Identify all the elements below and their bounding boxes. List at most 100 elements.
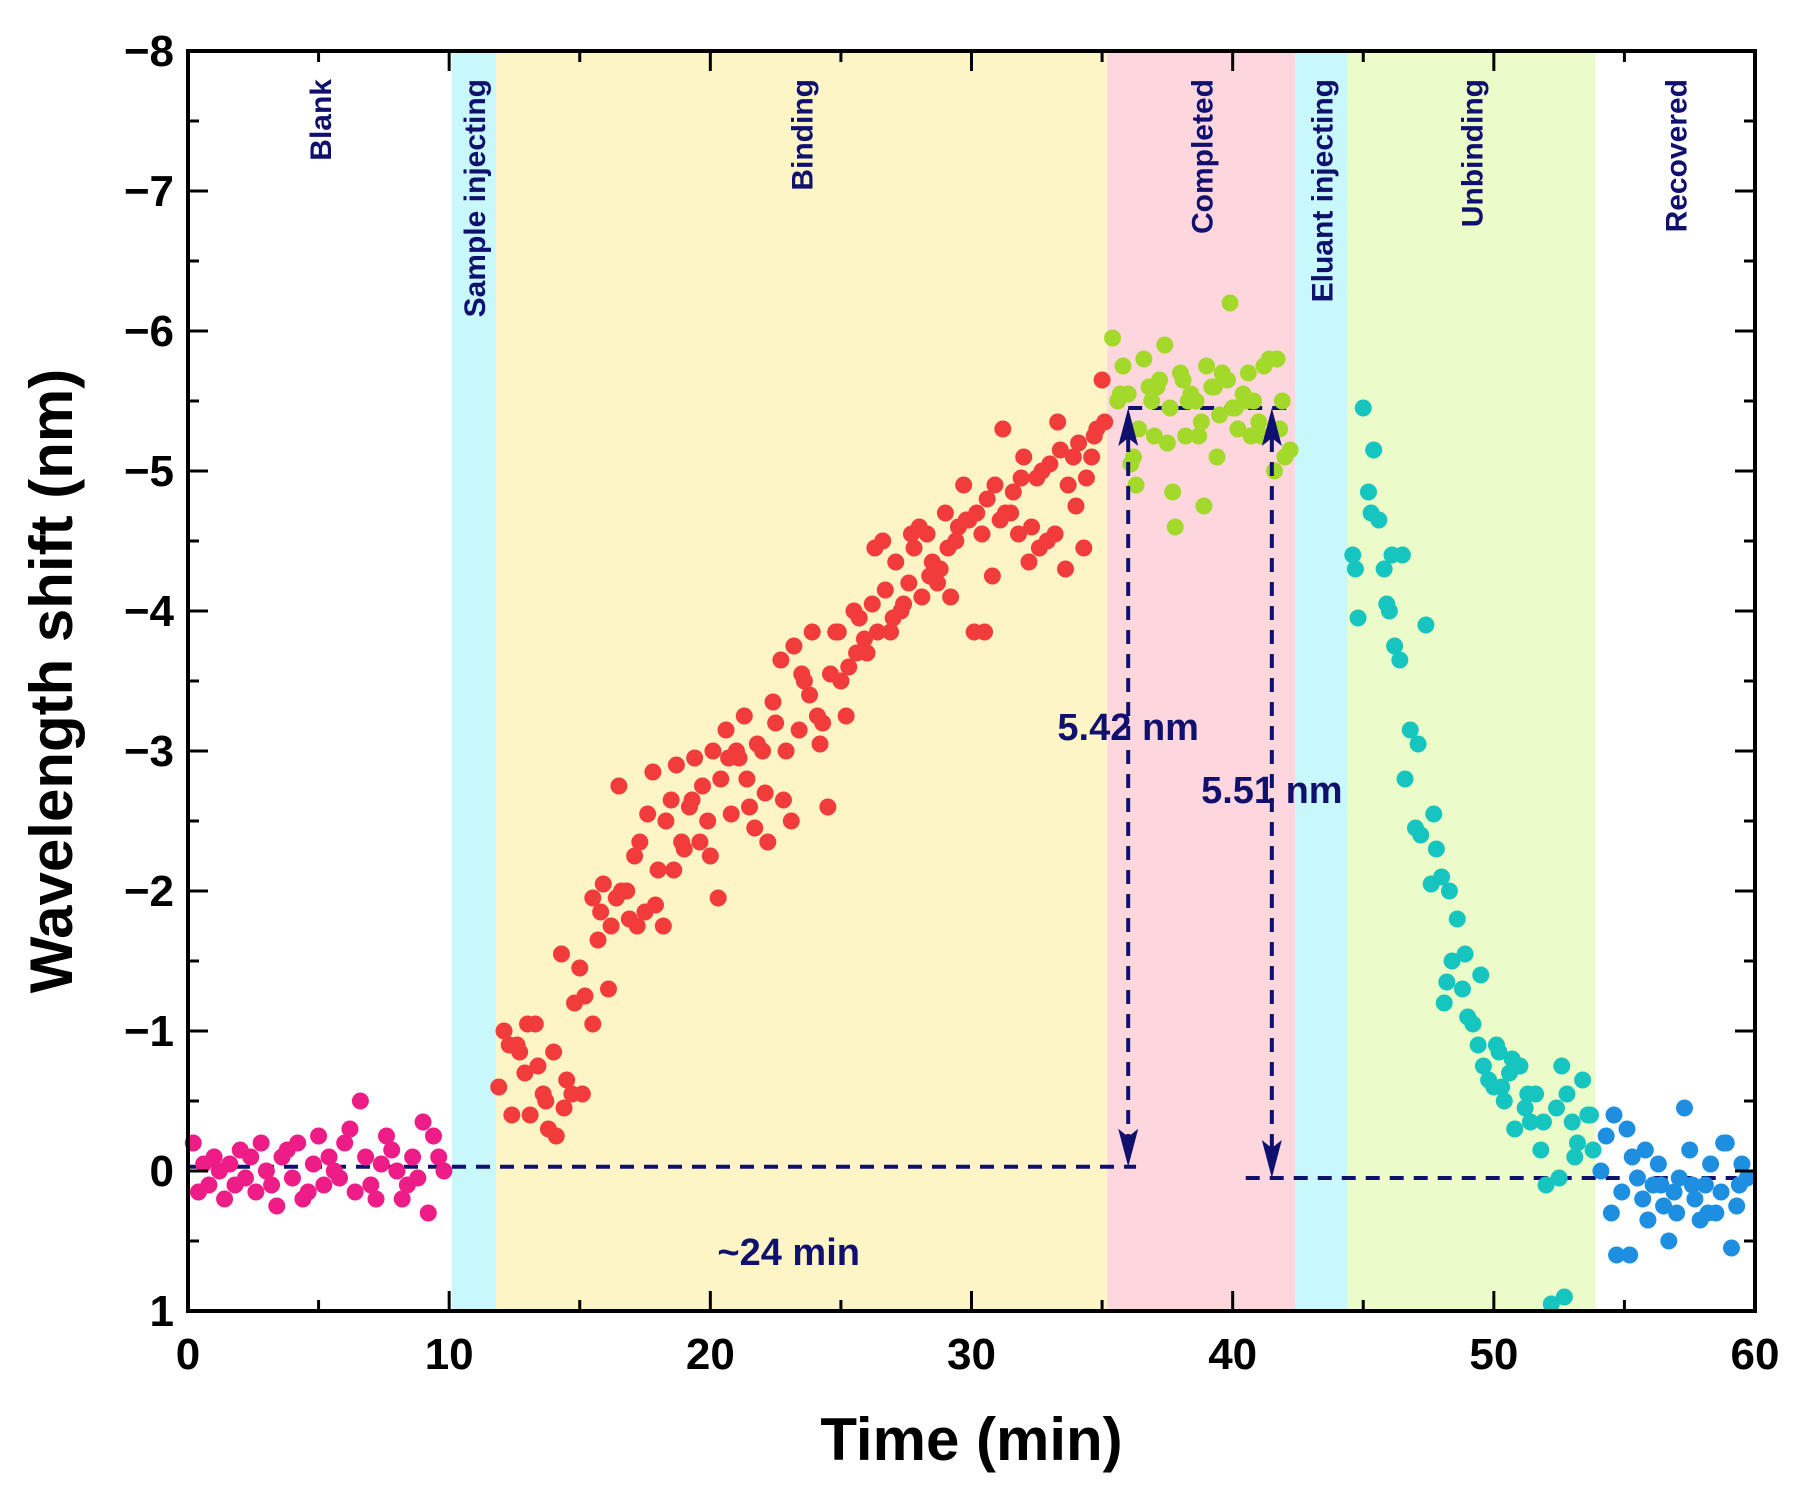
point-unbinding: [1472, 966, 1490, 984]
point-binding: [814, 714, 832, 732]
point-unbinding: [1581, 1106, 1599, 1124]
point-binding: [955, 476, 973, 494]
point-unbinding: [1401, 721, 1419, 739]
point-blank: [330, 1169, 348, 1187]
point-binding: [905, 539, 923, 557]
point-binding: [1077, 469, 1095, 487]
point-binding: [511, 1043, 529, 1061]
point-unbinding: [1349, 609, 1367, 627]
point-completed: [1166, 518, 1184, 536]
point-recovered: [1618, 1120, 1636, 1138]
y-tick-label: 1: [150, 1287, 174, 1336]
point-binding: [965, 623, 983, 641]
point-completed: [1226, 399, 1244, 417]
x-tick-label: 60: [1731, 1330, 1780, 1379]
arrow-head-down: [1118, 1128, 1139, 1167]
point-completed: [1145, 427, 1163, 445]
point-recovered: [1670, 1169, 1688, 1187]
point-binding: [649, 861, 667, 879]
point-binding: [1083, 448, 1101, 466]
arrow-5-51-nm: [1261, 408, 1282, 1178]
point-binding: [594, 875, 612, 893]
point-recovered: [1699, 1204, 1717, 1222]
point-blank: [424, 1127, 442, 1145]
point-binding: [829, 623, 847, 641]
axes: 0 10 20 30 40 50 60−8−7−6−5−4−3−2−101: [124, 27, 1780, 1379]
point-recovered: [1649, 1155, 1667, 1173]
point-binding: [709, 889, 727, 907]
point-binding: [811, 735, 829, 753]
point-binding: [790, 721, 808, 739]
point-unbinding: [1386, 637, 1404, 655]
point-binding: [566, 994, 584, 1012]
point-unbinding: [1542, 1295, 1560, 1313]
point-binding: [936, 504, 954, 522]
point-binding: [863, 595, 881, 613]
point-unbinding: [1495, 1092, 1513, 1110]
point-completed: [1273, 392, 1291, 410]
point-unbinding: [1412, 826, 1430, 844]
point-recovered: [1602, 1204, 1620, 1222]
point-unbinding: [1435, 994, 1453, 1012]
point-completed: [1156, 336, 1174, 354]
point-recovered: [1733, 1155, 1751, 1173]
point-recovered: [1623, 1148, 1641, 1166]
series-binding: [490, 371, 1114, 1145]
point-binding: [754, 742, 772, 760]
shift-arrows: [1118, 408, 1282, 1178]
point-completed: [1135, 350, 1153, 368]
annotation-24-min: ~24 min: [717, 1232, 860, 1274]
point-binding: [1041, 455, 1059, 473]
region-completed: [1107, 51, 1296, 1311]
point-unbinding: [1427, 840, 1445, 858]
point-completed: [1205, 378, 1223, 396]
point-completed: [1229, 420, 1247, 438]
point-blank: [404, 1148, 422, 1166]
series-unbinding: [1344, 399, 1602, 1313]
point-blank: [393, 1190, 411, 1208]
point-binding: [772, 651, 790, 669]
point-blank: [336, 1134, 354, 1152]
region-sample-injecting: [451, 51, 497, 1311]
point-unbinding: [1558, 1085, 1576, 1103]
point-binding: [490, 1078, 508, 1096]
point-unbinding: [1493, 1078, 1511, 1096]
point-completed: [1127, 476, 1145, 494]
y-tick-label: 0: [150, 1147, 174, 1196]
data-points: [184, 294, 1756, 1313]
point-unbinding: [1469, 1036, 1487, 1054]
point-binding: [746, 819, 764, 837]
point-completed: [1104, 329, 1122, 347]
point-recovered: [1696, 1176, 1714, 1194]
point-unbinding: [1359, 483, 1377, 501]
point-binding: [978, 490, 996, 508]
point-blank: [388, 1162, 406, 1180]
point-binding: [529, 1057, 547, 1075]
point-blank: [320, 1148, 338, 1166]
point-binding: [519, 1015, 537, 1033]
point-binding: [840, 658, 858, 676]
y-tick-label: −2: [124, 867, 174, 916]
point-completed: [1192, 413, 1210, 431]
point-unbinding: [1506, 1120, 1524, 1138]
point-recovered: [1660, 1232, 1678, 1250]
point-recovered: [1715, 1134, 1733, 1152]
point-unbinding: [1409, 735, 1427, 753]
point-binding: [1049, 413, 1067, 431]
point-binding: [741, 798, 759, 816]
point-binding: [777, 742, 795, 760]
point-completed: [1177, 427, 1195, 445]
x-tick-label: 40: [1208, 1330, 1257, 1379]
point-blank: [242, 1148, 260, 1166]
point-completed: [1268, 350, 1286, 368]
point-blank: [205, 1148, 223, 1166]
point-recovered: [1665, 1183, 1683, 1201]
annotation-5-51-nm: 5.51 nm: [1201, 770, 1343, 812]
point-binding: [686, 749, 704, 767]
point-binding: [712, 770, 730, 788]
point-binding: [1010, 525, 1028, 543]
point-binding: [1015, 448, 1033, 466]
point-blank: [299, 1183, 317, 1201]
point-recovered: [1636, 1141, 1654, 1159]
point-binding: [639, 805, 657, 823]
